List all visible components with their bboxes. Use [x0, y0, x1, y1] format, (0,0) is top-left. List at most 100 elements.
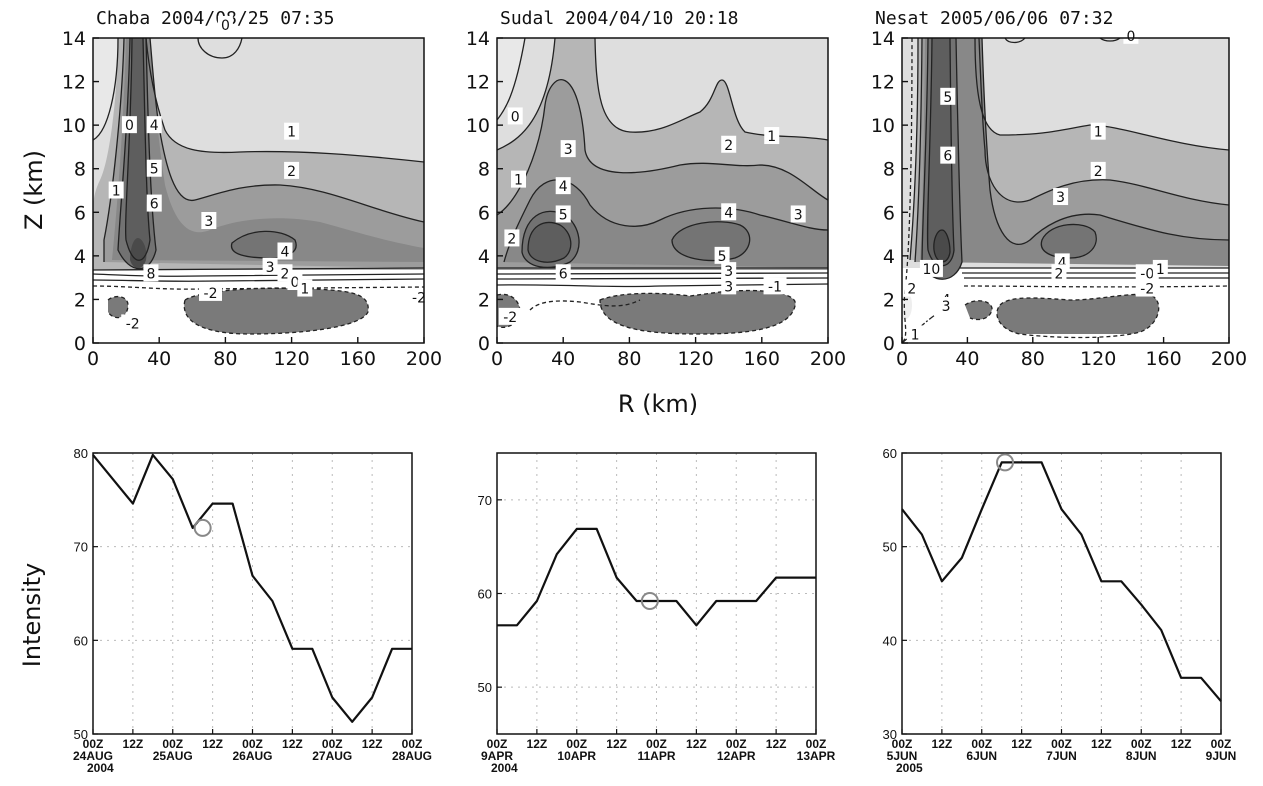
contour-label-bg-nesat-7 [1053, 188, 1069, 206]
contour-label-bg-nesat-0 [940, 87, 956, 105]
intensity-tick-label-sudal-1: 60 [478, 587, 492, 602]
contour-label-chaba-1: 0 [221, 18, 230, 34]
panel-title-sudal: Sudal 2004/04/10 20:18 [500, 8, 738, 29]
intensity-tick-label-nesat-1: 40 [883, 633, 897, 648]
time-tick-hour-chaba-2: 00Z [162, 737, 183, 751]
time-tick-hour-nesat-1: 12Z [932, 737, 953, 751]
contour-label-chaba-5: 6 [150, 197, 159, 213]
time-tick-hour-nesat-7: 12Z [1171, 737, 1192, 751]
time-tick-hour-sudal-1: 12Z [527, 737, 548, 751]
contour-label-bg-chaba-0 [121, 116, 137, 134]
x-tick-label-nesat-2: 80 [1021, 348, 1045, 370]
x-tick-label-chaba-3: 120 [273, 348, 309, 370]
time-tick-hour-nesat-0: 00Z [892, 737, 913, 751]
contour-label-bg-nesat-1 [940, 146, 956, 164]
contour-label-chaba-16: -2 [126, 316, 140, 332]
contour-label-sudal-8: 1 [767, 129, 776, 145]
y-tick-label-sudal-2: 4 [478, 246, 490, 268]
contour-label-bg-sudal-14 [763, 277, 787, 295]
contour-label-chaba-9: 3 [204, 214, 213, 230]
x-tick-label-nesat-0: 0 [896, 348, 908, 370]
y-tick-label-sudal-4: 8 [478, 159, 490, 181]
contour-label-bg-sudal-10 [790, 205, 806, 223]
time-tick-date-chaba-6: 27AUG [312, 749, 352, 763]
time-tick-hour-nesat-6: 00Z [1131, 737, 1152, 751]
contour-label-nesat-15: 1 [911, 327, 920, 343]
contour-label-bg-sudal-4 [555, 177, 571, 195]
time-tick-year-sudal-0: 2004 [491, 761, 518, 775]
x-tick-label-chaba-5: 200 [406, 348, 442, 370]
contour-label-nesat-14: 2 [907, 282, 916, 298]
time-tick-date-nesat-8: 9JUN [1206, 749, 1237, 763]
contour-label-bg-sudal-6 [555, 264, 571, 282]
x-tick-label-sudal-0: 0 [491, 348, 503, 370]
time-tick-hour-sudal-7: 12Z [766, 737, 787, 751]
y-tick-label-chaba-0: 0 [74, 333, 86, 355]
y-tick-label-sudal-6: 12 [466, 72, 490, 94]
y-tick-label-sudal-0: 0 [478, 333, 490, 355]
x-tick-label-nesat-4: 160 [1145, 348, 1181, 370]
time-tick-year-chaba-0: 2004 [87, 761, 114, 775]
contour-label-bg-nesat-4 [938, 296, 954, 314]
time-tick-hour-sudal-5: 12Z [686, 737, 707, 751]
contour-label-sudal-14: -1 [768, 279, 782, 295]
contour-label-nesat-5: 1 [1094, 125, 1103, 141]
contour-label-bg-nesat-9 [1051, 264, 1067, 282]
contour-label-sudal-6: 6 [559, 266, 568, 282]
contour-label-chaba-10: 3 [266, 260, 275, 276]
contour-label-bg-chaba-2 [108, 181, 124, 199]
y-tick-label-nesat-2: 4 [883, 246, 895, 268]
x-tick-label-nesat-1: 40 [955, 348, 979, 370]
contour-label-chaba-15: -2 [204, 286, 218, 302]
contour-label-sudal-15: -2 [503, 310, 517, 326]
time-tick-hour-chaba-0: 00Z [83, 737, 104, 751]
contour-label-bg-sudal-0 [507, 107, 523, 125]
contour-label-chaba-4: 5 [150, 162, 159, 178]
contour-label-bg-chaba-8 [284, 161, 300, 179]
y-tick-label-sudal-5: 10 [466, 115, 490, 137]
intensity-tick-label-sudal-0: 50 [478, 680, 492, 695]
x-tick-label-sudal-5: 200 [810, 348, 846, 370]
contour-label-nesat-12: -2 [1140, 282, 1154, 298]
intensity-tick-label-sudal-2: 70 [478, 493, 492, 508]
y-tick-label-chaba-3: 6 [74, 202, 86, 224]
contour-label-sudal-7: 2 [724, 138, 733, 154]
time-tick-hour-nesat-8: 00Z [1211, 737, 1232, 751]
time-tick-hour-nesat-4: 00Z [1051, 737, 1072, 751]
time-tick-hour-sudal-8: 00Z [806, 737, 827, 751]
contour-label-bg-chaba-1 [217, 15, 233, 33]
time-tick-hour-nesat-5: 12Z [1091, 737, 1112, 751]
observation-marker-chaba [193, 518, 212, 537]
intensity-line-chaba [92, 453, 412, 723]
contour-label-chaba-12: 2 [281, 266, 290, 282]
observation-marker-nesat [996, 453, 1015, 472]
panel-title-nesat: Nesat 2005/06/06 07:32 [875, 8, 1113, 29]
y-tick-label-sudal-1: 2 [478, 289, 490, 311]
time-tick-hour-chaba-8: 00Z [402, 737, 423, 751]
contour-label-nesat-13: 0 [1126, 29, 1135, 45]
top-ylabel: Z (km) [20, 150, 48, 230]
time-tick-hour-sudal-2: 00Z [566, 737, 587, 751]
x-tick-label-sudal-4: 160 [744, 348, 780, 370]
intensity-tick-label-nesat-2: 50 [883, 540, 897, 555]
time-tick-year-nesat-0: 2005 [896, 761, 923, 775]
time-tick-date-nesat-0: 5JUN [887, 749, 918, 763]
contour-label-bg-chaba-4 [146, 159, 162, 177]
contour-label-bg-chaba-7 [284, 122, 300, 140]
y-tick-label-nesat-5: 10 [871, 115, 895, 137]
contour-label-chaba-7: 1 [287, 125, 296, 141]
contour-label-bg-chaba-5 [146, 194, 162, 212]
contour-label-chaba-8: 2 [287, 164, 296, 180]
contour-label-sudal-3: 3 [564, 142, 573, 158]
contour-fills-sudal [497, 38, 828, 343]
time-tick-hour-sudal-6: 00Z [726, 737, 747, 751]
x-tick-label-sudal-1: 40 [551, 348, 575, 370]
time-tick-hour-nesat-3: 12Z [1011, 737, 1032, 751]
y-tick-label-sudal-3: 6 [478, 202, 490, 224]
contour-label-sudal-10: 3 [794, 207, 803, 223]
